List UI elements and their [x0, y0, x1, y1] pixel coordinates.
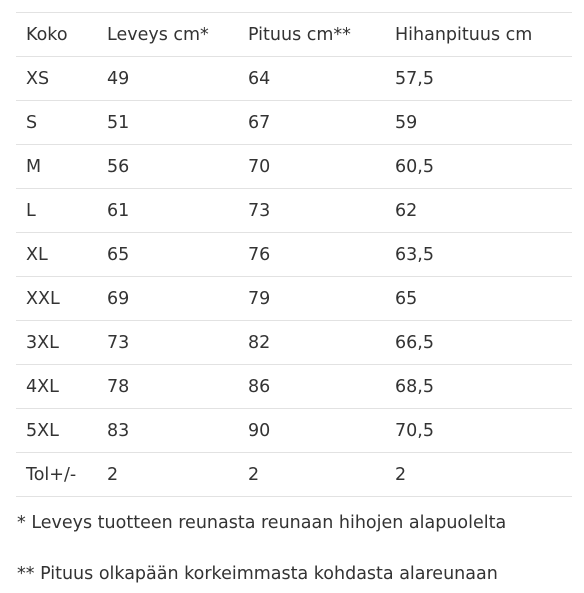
cell-length: 79 [238, 276, 385, 321]
size-table: Koko Leveys cm* Pituus cm** Hihanpituus … [16, 12, 572, 497]
table-row: 4XL 78 86 68,5 [16, 364, 572, 409]
cell-sleeve-length: 59 [385, 100, 572, 145]
cell-width: 49 [97, 56, 238, 101]
cell-size: 3XL [16, 320, 97, 365]
cell-size: XS [16, 56, 97, 101]
header-width: Leveys cm* [97, 12, 238, 57]
cell-size: 4XL [16, 364, 97, 409]
cell-width: 61 [97, 188, 238, 233]
cell-width: 56 [97, 144, 238, 189]
cell-width: 2 [97, 452, 238, 497]
cell-length: 2 [238, 452, 385, 497]
cell-size: Tol+/- [16, 452, 97, 497]
cell-sleeve-length: 57,5 [385, 56, 572, 101]
cell-length: 90 [238, 408, 385, 453]
header-sleeve-length: Hihanpituus cm [385, 12, 572, 57]
table-row: S 51 67 59 [16, 100, 572, 145]
cell-width: 69 [97, 276, 238, 321]
width-footnote: * Leveys tuotteen reunasta reunaan hihoj… [17, 513, 507, 533]
table-row: XL 65 76 63,5 [16, 232, 572, 277]
table-row: XS 49 64 57,5 [16, 56, 572, 101]
header-length: Pituus cm** [238, 12, 385, 57]
cell-sleeve-length: 60,5 [385, 144, 572, 189]
cell-length: 70 [238, 144, 385, 189]
table-row: 3XL 73 82 66,5 [16, 320, 572, 365]
table-row: Tol+/- 2 2 2 [16, 452, 572, 497]
cell-size: L [16, 188, 97, 233]
cell-size: M [16, 144, 97, 189]
cell-sleeve-length: 65 [385, 276, 572, 321]
cell-sleeve-length: 66,5 [385, 320, 572, 365]
cell-width: 83 [97, 408, 238, 453]
cell-width: 65 [97, 232, 238, 277]
cell-sleeve-length: 70,5 [385, 408, 572, 453]
footnotes: * Leveys tuotteen reunasta reunaan hihoj… [16, 511, 572, 586]
cell-sleeve-length: 63,5 [385, 232, 572, 277]
length-footnote: ** Pituus olkapään korkeimmasta kohdasta… [17, 564, 498, 584]
cell-sleeve-length: 68,5 [385, 364, 572, 409]
cell-size: 5XL [16, 408, 97, 453]
cell-length: 73 [238, 188, 385, 233]
cell-size: S [16, 100, 97, 145]
table-row: 5XL 83 90 70,5 [16, 408, 572, 453]
table-header-row: Koko Leveys cm* Pituus cm** Hihanpituus … [16, 12, 572, 57]
cell-sleeve-length: 62 [385, 188, 572, 233]
table-row: L 61 73 62 [16, 188, 572, 233]
table-row: XXL 69 79 65 [16, 276, 572, 321]
cell-width: 51 [97, 100, 238, 145]
cell-length: 82 [238, 320, 385, 365]
header-size: Koko [16, 12, 97, 57]
cell-size: XXL [16, 276, 97, 321]
size-chart: Koko Leveys cm* Pituus cm** Hihanpituus … [16, 12, 572, 586]
cell-length: 64 [238, 56, 385, 101]
cell-width: 78 [97, 364, 238, 409]
cell-length: 86 [238, 364, 385, 409]
cell-length: 67 [238, 100, 385, 145]
cell-length: 76 [238, 232, 385, 277]
cell-size: XL [16, 232, 97, 277]
table-row: M 56 70 60,5 [16, 144, 572, 189]
cell-width: 73 [97, 320, 238, 365]
cell-sleeve-length: 2 [385, 452, 572, 497]
